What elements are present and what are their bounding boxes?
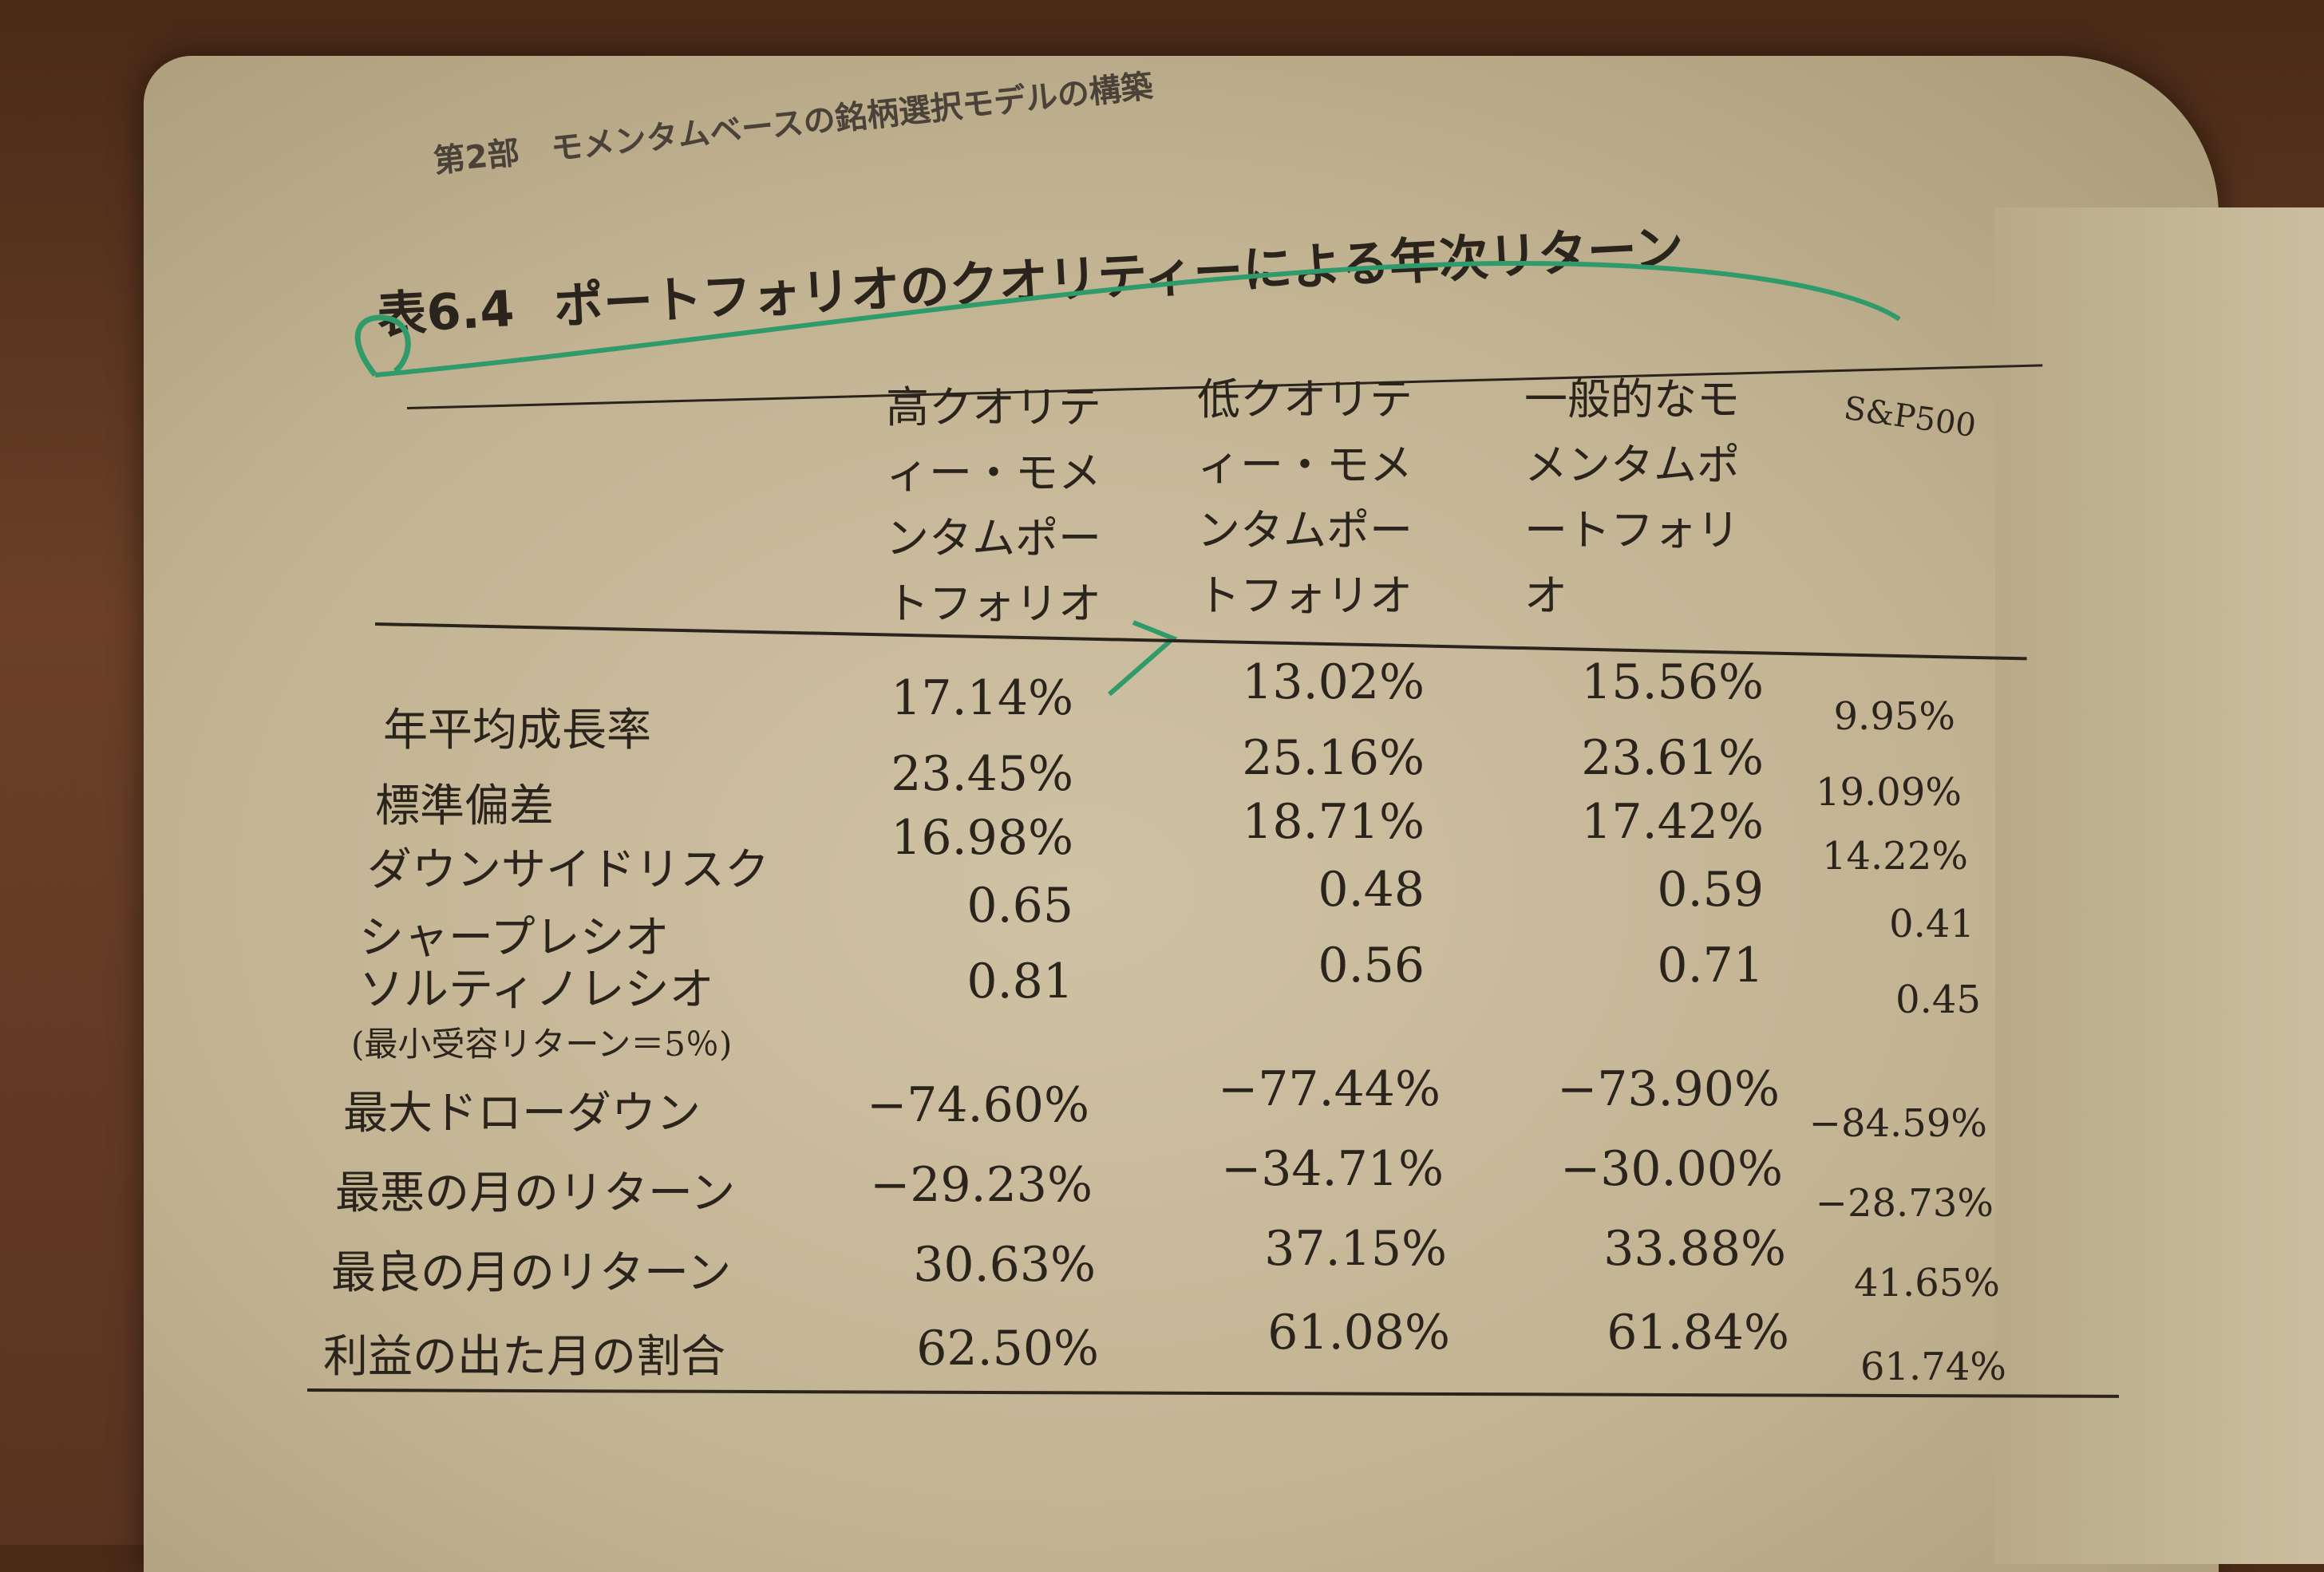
cell-value: 30.63% <box>913 1237 1096 1293</box>
row-label: 標準偏差 <box>375 780 554 832</box>
table-row: 最良の月のリターン 30.63% 37.15% 33.88% 41.65% <box>0 1221 2324 1309</box>
row-label: ダウンサイドリスク <box>367 844 769 896</box>
table-row: 標準偏差 23.45% 25.16% 23.61% 19.09% <box>0 730 2324 832</box>
cell-value: 37.15% <box>1264 1221 1447 1277</box>
row-label: 年平均成長率 <box>383 705 651 756</box>
table-row: ダウンサイドリスク 16.98% 18.71% 17.42% 14.22% <box>0 794 2324 896</box>
row-label: 最悪の月のリターン <box>335 1167 736 1219</box>
cell-value: −84.59% <box>1808 1101 1987 1146</box>
cell-value: 61.08% <box>1267 1305 1450 1361</box>
cell-value: 0.71 <box>1657 938 1764 993</box>
part-number: 第2部 <box>432 134 522 180</box>
cell-value: −73.90% <box>1556 1061 1780 1117</box>
cell-value: 0.48 <box>1318 862 1425 918</box>
cell-value: 17.42% <box>1581 794 1764 850</box>
cell-value: −29.23% <box>869 1157 1093 1213</box>
cell-value: −30.00% <box>1559 1141 1783 1197</box>
column-header-low-quality: 低クオリティー・モメンタムポートフォリオ <box>1197 374 1413 621</box>
cell-value: 62.50% <box>916 1321 1099 1376</box>
cell-value: 0.81 <box>966 954 1073 1009</box>
column-header-high-quality: 高クオリティー・モメンタムポートフォリオ <box>886 382 1101 629</box>
table-row: シャープレシオ 0.65 0.48 0.59 0.41 <box>0 862 2324 964</box>
cell-value: 13.02% <box>1242 654 1425 710</box>
cell-value: 14.22% <box>1821 834 1968 879</box>
cell-value: 25.16% <box>1242 730 1425 786</box>
table-number: 表6.4 <box>375 278 516 345</box>
table-row: 最悪の月のリターン −29.23% −34.71% −30.00% −28.73% <box>0 1141 2324 1229</box>
row-label: 利益の出た月の割合 <box>323 1331 725 1383</box>
row-label: シャープレシオ <box>359 912 670 964</box>
cell-value: −34.71% <box>1220 1141 1444 1197</box>
column-header-generic: 一般的なモメンタムポートフォリオ <box>1524 374 1740 621</box>
table-row: ソルティノレシオ (最小受容リターン＝5％) 0.81 0.56 0.71 0.45 <box>0 938 2324 1064</box>
cell-value: 9.95% <box>1833 694 1955 739</box>
cell-value: −28.73% <box>1815 1181 1994 1226</box>
cell-value: 15.56% <box>1581 654 1764 710</box>
table-row: 利益の出た月の割合 62.50% 61.08% 61.84% 61.74% <box>0 1305 2324 1392</box>
cell-value: 16.98% <box>891 810 1073 866</box>
cell-value: 0.41 <box>1889 902 1974 946</box>
cell-value: 0.45 <box>1895 978 1981 1022</box>
cell-value: 23.61% <box>1581 730 1764 786</box>
cell-value: 61.74% <box>1860 1345 2006 1389</box>
cell-value: 19.09% <box>1815 770 1962 815</box>
row-label: ソルティノレシオ <box>359 964 714 1016</box>
row-label: 最大ドローダウン <box>343 1088 701 1140</box>
cell-value: 18.71% <box>1242 794 1425 850</box>
table-row: 最大ドローダウン −74.60% −77.44% −73.90% −84.59% <box>0 1061 2324 1149</box>
row-sublabel: (最小受容リターン＝5％) <box>351 1025 733 1064</box>
cell-value: 0.56 <box>1318 938 1425 993</box>
cell-value: −74.60% <box>866 1077 1089 1133</box>
cell-value: 0.59 <box>1657 862 1764 918</box>
row-label: 最良の月のリターン <box>331 1247 732 1299</box>
cell-value: 17.14% <box>891 670 1073 726</box>
cell-value: −77.44% <box>1217 1061 1441 1117</box>
cell-value: 61.84% <box>1607 1305 1789 1361</box>
cell-value: 0.65 <box>966 878 1073 934</box>
cell-value: 41.65% <box>1853 1261 2000 1305</box>
facing-page <box>1995 207 2324 1564</box>
cell-value: 23.45% <box>891 746 1073 802</box>
cell-value: 33.88% <box>1603 1221 1786 1277</box>
table-row: 年平均成長率 17.14% 13.02% 15.56% 9.95% <box>0 654 2324 756</box>
